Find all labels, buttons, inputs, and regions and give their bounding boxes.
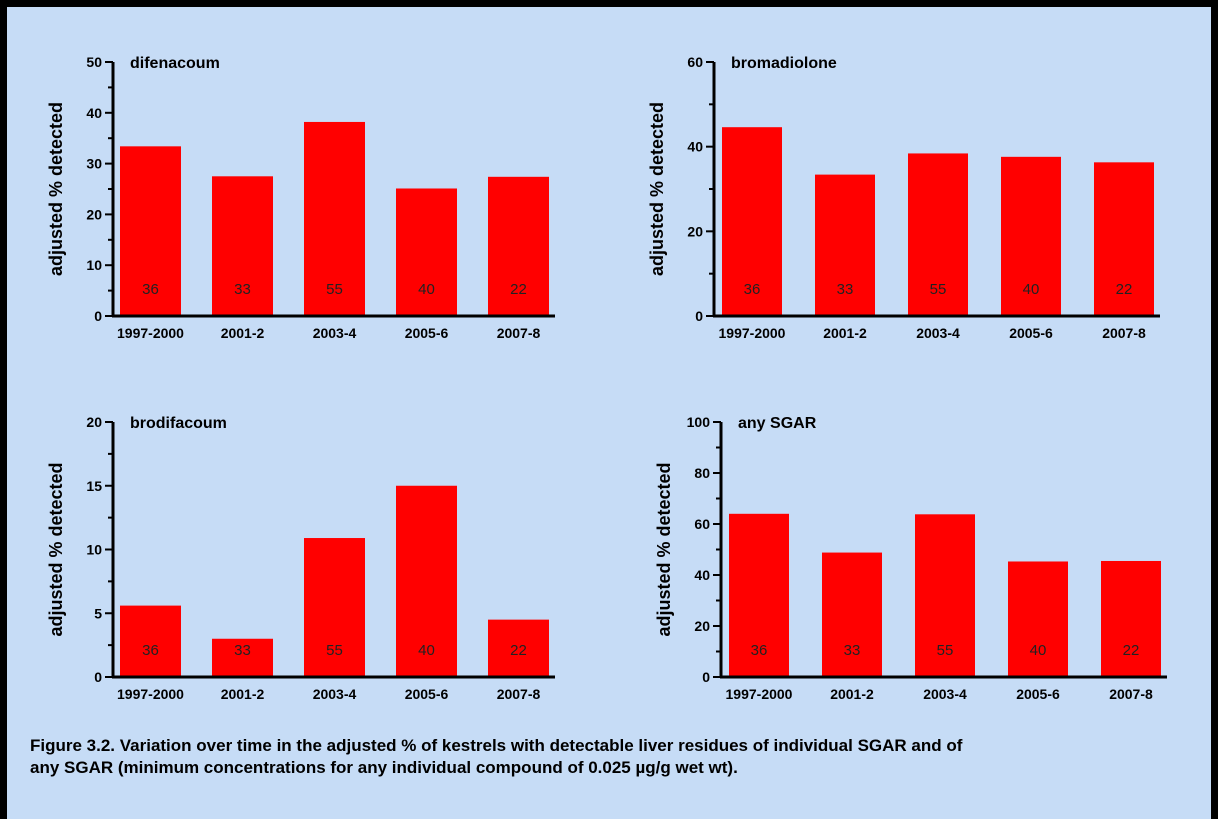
bar-sample-label: 40	[418, 281, 435, 298]
x-tick-label: 2007-8	[1102, 325, 1146, 341]
chart-difenacoum: 361997-2000332001-2552003-4402005-622200…	[46, 54, 555, 341]
y-tick-label: 40	[86, 105, 102, 121]
bar	[304, 538, 365, 677]
y-tick-label: 20	[86, 206, 102, 222]
y-tick-label: 20	[86, 414, 102, 430]
y-tick-label: 20	[687, 223, 703, 239]
y-axis-label: adjusted % detected	[46, 462, 66, 636]
y-tick-label: 0	[94, 308, 102, 324]
bar	[729, 513, 789, 677]
x-tick-label: 2007-8	[497, 325, 541, 341]
x-tick-label: 2001-2	[823, 325, 867, 341]
bar	[212, 638, 273, 677]
x-tick-label: 1997-2000	[726, 686, 793, 702]
x-tick-label: 2005-6	[1016, 686, 1060, 702]
x-tick-label: 2005-6	[1009, 325, 1053, 341]
y-axis-label: adjusted % detected	[647, 102, 667, 276]
y-axis-label: adjusted % detected	[654, 462, 674, 636]
x-tick-label: 1997-2000	[719, 325, 786, 341]
y-tick-label: 40	[687, 139, 703, 155]
bar-sample-label: 22	[510, 642, 527, 659]
bar-sample-label: 55	[930, 281, 947, 298]
y-tick-label: 100	[687, 414, 711, 430]
bar	[915, 514, 975, 677]
y-tick-label: 20	[694, 618, 710, 634]
bar-sample-label: 36	[744, 281, 761, 298]
x-tick-label: 2001-2	[221, 686, 265, 702]
bar-sample-label: 36	[142, 642, 159, 659]
bar	[822, 552, 882, 677]
y-tick-label: 40	[694, 567, 710, 583]
bar	[396, 485, 457, 677]
bar	[212, 176, 273, 316]
bar	[722, 127, 782, 317]
x-tick-label: 2001-2	[221, 325, 265, 341]
y-tick-label: 0	[695, 308, 703, 324]
bar-sample-label: 33	[234, 281, 251, 298]
bar	[120, 605, 181, 677]
bar	[120, 146, 181, 316]
bar	[1008, 561, 1068, 677]
y-tick-label: 10	[86, 542, 102, 558]
x-tick-label: 2005-6	[405, 686, 449, 702]
y-tick-label: 30	[86, 156, 102, 172]
x-tick-label: 2003-4	[313, 325, 357, 341]
bar-sample-label: 22	[1116, 281, 1133, 298]
bar	[488, 176, 549, 316]
y-tick-label: 10	[86, 257, 102, 273]
x-tick-label: 2005-6	[405, 325, 449, 341]
chart-title: bromadiolone	[731, 55, 837, 72]
chart-title: difenacoum	[130, 55, 220, 72]
bar-sample-label: 22	[510, 281, 527, 298]
y-tick-label: 50	[86, 54, 102, 70]
bar	[304, 121, 365, 316]
chart-title: any SGAR	[738, 415, 817, 432]
x-tick-label: 1997-2000	[117, 686, 184, 702]
y-tick-label: 0	[702, 669, 710, 685]
bar-sample-label: 55	[937, 642, 954, 659]
bar-sample-label: 40	[418, 642, 435, 659]
y-tick-label: 15	[86, 478, 102, 494]
y-tick-label: 60	[687, 54, 703, 70]
x-tick-label: 2003-4	[916, 325, 960, 341]
bar	[488, 619, 549, 677]
y-tick-label: 5	[94, 605, 102, 621]
chart-title: brodifacoum	[130, 415, 227, 432]
bar-sample-label: 36	[142, 281, 159, 298]
bar	[815, 174, 875, 316]
bar-sample-label: 33	[837, 281, 854, 298]
bar-sample-label: 40	[1023, 281, 1040, 298]
bar	[1101, 560, 1161, 677]
bar-sample-label: 36	[751, 642, 768, 659]
bar	[1001, 156, 1061, 316]
bar-sample-label: 33	[844, 642, 861, 659]
bar	[396, 188, 457, 316]
y-axis-label: adjusted % detected	[46, 102, 66, 276]
bar-sample-label: 40	[1030, 642, 1047, 659]
bar	[1094, 162, 1154, 316]
x-tick-label: 2003-4	[313, 686, 357, 702]
figure-caption: Figure 3.2. Variation over time in the a…	[30, 736, 963, 777]
chart-any-sgar: 361997-2000332001-2552003-4402005-622200…	[654, 414, 1167, 702]
x-tick-label: 2003-4	[923, 686, 967, 702]
bar-sample-label: 22	[1123, 642, 1140, 659]
x-tick-label: 2001-2	[830, 686, 874, 702]
y-tick-label: 0	[94, 669, 102, 685]
bar-sample-label: 33	[234, 642, 251, 659]
bar-sample-label: 55	[326, 281, 343, 298]
bar-sample-label: 55	[326, 642, 343, 659]
y-tick-label: 60	[694, 516, 710, 532]
x-tick-label: 2007-8	[1109, 686, 1153, 702]
chart-bromadiolone: 361997-2000332001-2552003-4402005-622200…	[647, 54, 1160, 341]
x-tick-label: 1997-2000	[117, 325, 184, 341]
bar	[908, 153, 968, 316]
x-tick-label: 2007-8	[497, 686, 541, 702]
y-tick-label: 80	[694, 465, 710, 481]
chart-brodifacoum: 361997-2000332001-2552003-4402005-622200…	[46, 414, 555, 702]
